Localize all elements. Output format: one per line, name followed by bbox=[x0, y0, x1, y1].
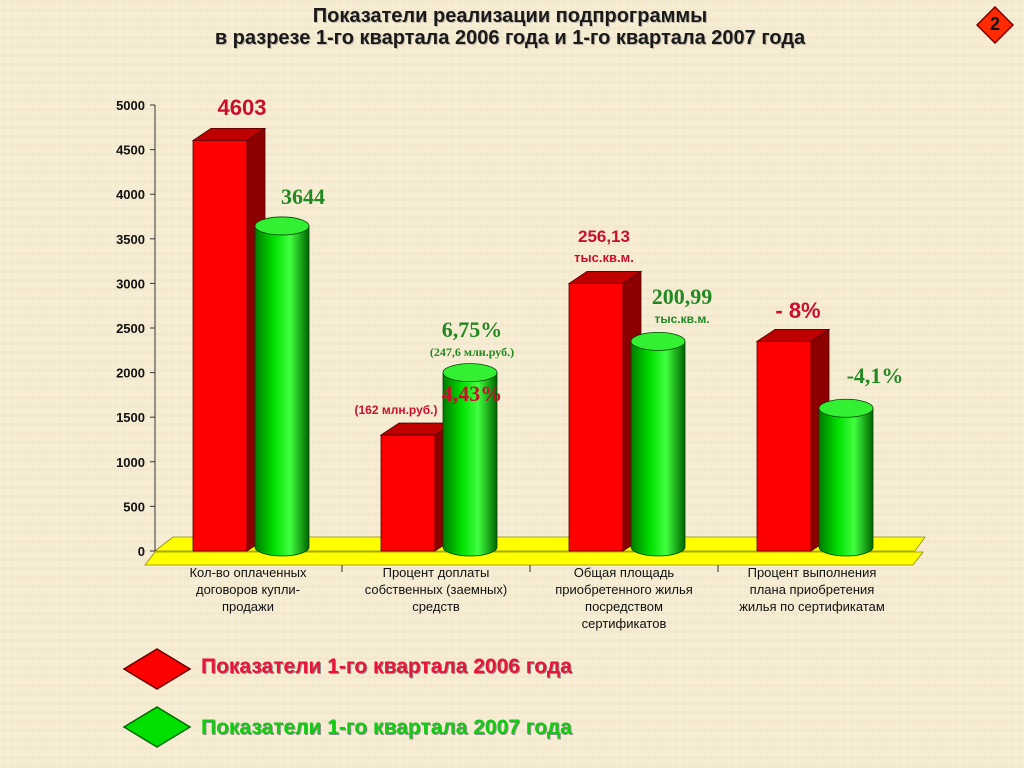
x-tick-label: Кол-во оплаченных bbox=[189, 565, 307, 580]
chart-title-line2: в разрезе 1-го квартала 2006 года и 1-го… bbox=[214, 27, 806, 49]
y-tick-label: 0 bbox=[138, 544, 145, 559]
x-tick-label: договоров купли- bbox=[196, 582, 300, 597]
x-tick-label: сертификатов bbox=[582, 616, 667, 631]
data-label-2007: -4,1% bbox=[847, 363, 904, 388]
x-tick-label: собственных (заемных) bbox=[365, 582, 507, 597]
bar-2007 bbox=[818, 407, 874, 557]
data-label-2007-note: (247,6 млн.руб.) bbox=[430, 345, 514, 359]
data-label-2007: 3644 bbox=[281, 184, 325, 209]
x-tick-label: средств bbox=[412, 599, 460, 614]
legend-label-2007: Показатели 1-го квартала 2007 года bbox=[201, 716, 572, 739]
x-tick-label: Процент доплаты bbox=[383, 565, 490, 580]
bar-2006 bbox=[192, 140, 248, 552]
bar-2006 bbox=[756, 340, 812, 552]
chart-floor bbox=[144, 551, 924, 566]
bar-2007 bbox=[254, 225, 310, 557]
bar-2006 bbox=[380, 434, 436, 552]
x-tick-label: плана приобретения bbox=[750, 582, 875, 597]
x-tick-label: приобретенного жилья bbox=[555, 582, 693, 597]
y-tick-label: 2000 bbox=[116, 366, 145, 381]
data-label-2006: 4,43% bbox=[442, 381, 503, 406]
y-tick-label: 1500 bbox=[116, 410, 145, 425]
data-label-2006-note: (162 млн.руб.) bbox=[354, 403, 437, 417]
legend-label-2006: Показатели 1-го квартала 2006 года bbox=[201, 655, 572, 678]
y-tick-label: 3500 bbox=[116, 232, 145, 247]
bar-2007 bbox=[442, 372, 498, 557]
bar-2006 bbox=[568, 282, 624, 552]
data-label-2006: 256,13 bbox=[578, 227, 630, 246]
x-tick-label: Процент выполнения bbox=[748, 565, 877, 580]
x-tick-label: жилья по сертификатам bbox=[739, 599, 885, 614]
data-label-2006-note: тыс.кв.м. bbox=[574, 250, 634, 265]
y-tick-label: 5000 bbox=[116, 98, 145, 113]
data-label-2006: - 8% bbox=[775, 298, 820, 323]
bar-2007 bbox=[630, 340, 686, 557]
legend-marker-2007 bbox=[122, 706, 192, 748]
x-tick-label: Общая площадь bbox=[574, 565, 675, 580]
y-tick-label: 4000 bbox=[116, 187, 145, 202]
data-label-2006: 4603 bbox=[218, 95, 267, 120]
bar-2007-top bbox=[630, 331, 686, 351]
data-label-2007: 200,99 bbox=[652, 284, 713, 309]
data-label-2007: 6,75% bbox=[442, 317, 503, 342]
slide-number: 2 bbox=[989, 14, 1000, 34]
y-tick-label: 4500 bbox=[116, 143, 145, 158]
y-tick-label: 1000 bbox=[116, 455, 145, 470]
y-tick-label: 2500 bbox=[116, 321, 145, 336]
legend-marker-2006 bbox=[122, 648, 192, 690]
slide-number-badge bbox=[976, 6, 1014, 44]
data-label-2007-note: тыс.кв.м. bbox=[654, 312, 709, 326]
bar-2007-top bbox=[442, 363, 498, 383]
y-tick-label: 3000 bbox=[116, 276, 145, 291]
chart-title-line1: Показатели реализации подпрограммы bbox=[312, 5, 708, 27]
x-tick-label: продажи bbox=[222, 599, 274, 614]
bar-2007-top bbox=[818, 398, 874, 418]
x-tick-label: посредством bbox=[585, 599, 663, 614]
bar-2007-top bbox=[254, 216, 310, 236]
y-tick-label: 500 bbox=[123, 499, 145, 514]
